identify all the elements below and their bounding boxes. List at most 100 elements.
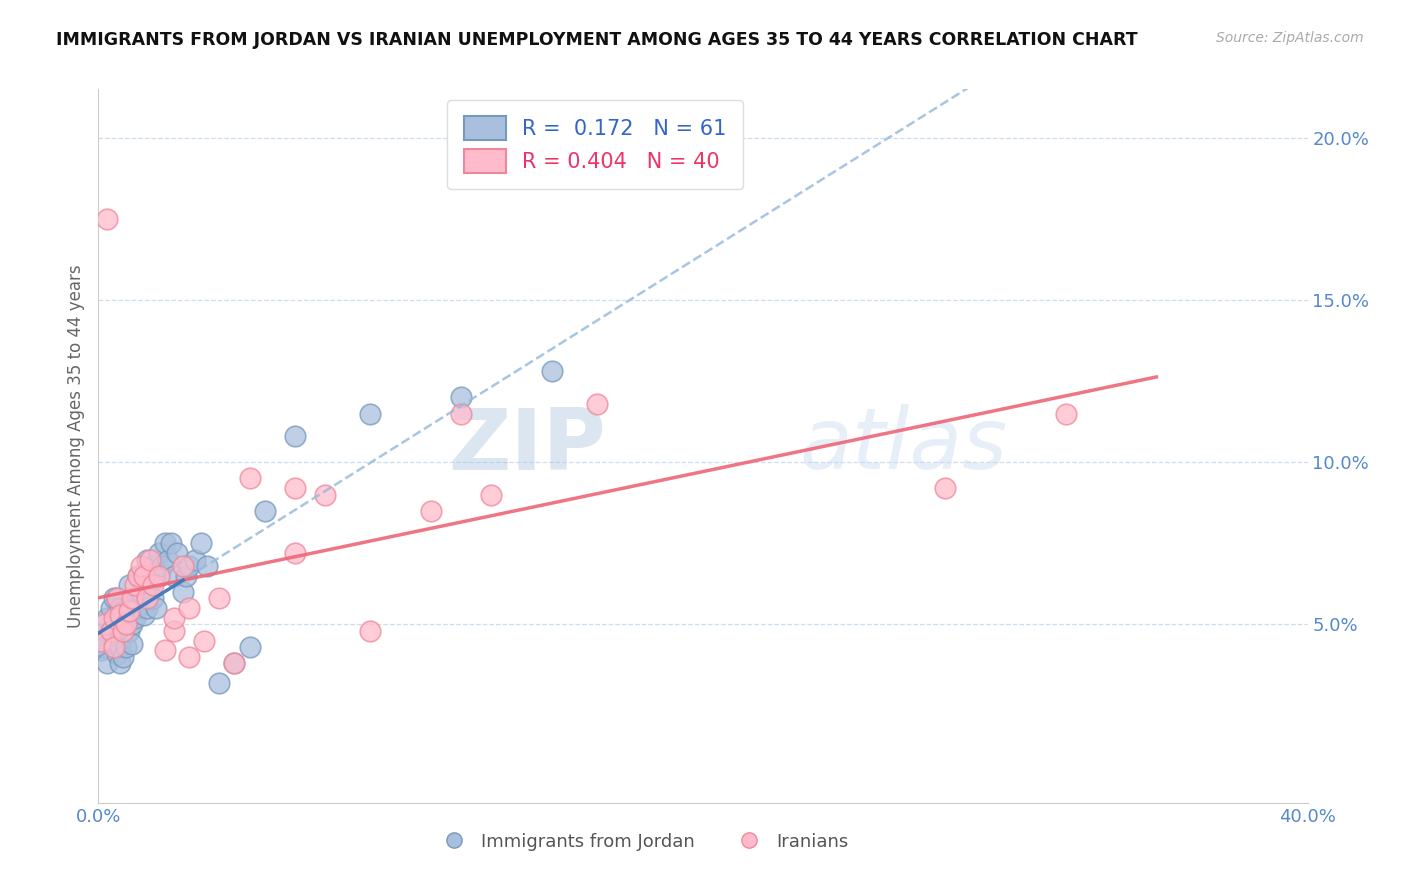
Point (253, 504, 276, 518)
Point (111, 604, 134, 618)
Point (103, 611, 125, 625)
Point (166, 546, 188, 560)
Point (124, 591, 146, 606)
Point (114, 617, 136, 632)
Text: Source: ZipAtlas.com: Source: ZipAtlas.com (1216, 31, 1364, 45)
Point (195, 559, 218, 574)
Point (132, 568, 155, 582)
Point (108, 640, 131, 654)
Point (118, 578, 141, 592)
Point (114, 640, 136, 654)
Point (163, 611, 186, 625)
Point (239, 640, 262, 654)
Point (93, 640, 115, 654)
Point (224, 657, 246, 671)
Point (96, 211, 118, 226)
Point (208, 675, 231, 690)
Point (148, 568, 170, 582)
Point (153, 643, 176, 657)
Point (284, 429, 307, 443)
Point (103, 591, 125, 606)
Point (163, 624, 186, 638)
Point (481, 488, 503, 502)
Point (163, 568, 186, 582)
Point (139, 552, 162, 566)
Point (177, 559, 201, 574)
Point (90, 633, 112, 648)
Point (96, 611, 118, 625)
Point (172, 559, 194, 574)
Point (127, 568, 149, 582)
Point (934, 481, 956, 495)
Point (284, 481, 307, 495)
Point (121, 637, 143, 651)
Point (105, 607, 128, 622)
Point (419, 504, 441, 518)
Point (100, 601, 122, 615)
Point (121, 617, 143, 632)
Point (142, 591, 165, 606)
Point (586, 397, 609, 411)
Point (148, 568, 170, 582)
Point (450, 407, 472, 421)
Point (90, 643, 112, 657)
Point (100, 624, 122, 638)
Point (239, 471, 262, 485)
Point (111, 624, 134, 638)
Text: atlas: atlas (800, 404, 1008, 488)
Point (184, 552, 207, 566)
Point (105, 591, 128, 606)
Point (135, 552, 157, 566)
Point (148, 546, 170, 560)
Point (360, 624, 382, 638)
Point (208, 591, 231, 606)
Point (142, 559, 165, 574)
Point (190, 536, 212, 550)
Point (108, 617, 131, 632)
Legend: Immigrants from Jordan, Iranians: Immigrants from Jordan, Iranians (429, 826, 856, 858)
Point (172, 585, 194, 599)
Text: IMMIGRANTS FROM JORDAN VS IRANIAN UNEMPLOYMENT AMONG AGES 35 TO 44 YEARS CORRELA: IMMIGRANTS FROM JORDAN VS IRANIAN UNEMPL… (56, 31, 1137, 49)
Point (111, 649, 134, 664)
Point (118, 601, 141, 615)
Point (118, 604, 141, 618)
Point (129, 585, 152, 599)
Point (93, 617, 115, 632)
Y-axis label: Unemployment Among Ages 35 to 44 years: Unemployment Among Ages 35 to 44 years (66, 264, 84, 628)
Point (284, 546, 307, 560)
Point (174, 568, 197, 582)
Point (193, 633, 215, 648)
Point (1054, 407, 1077, 421)
Point (105, 591, 128, 606)
Point (114, 617, 136, 632)
Point (132, 568, 155, 582)
Point (108, 607, 131, 622)
Point (360, 407, 382, 421)
Point (129, 559, 152, 574)
Point (108, 601, 131, 615)
Point (90, 627, 112, 641)
Point (103, 640, 125, 654)
Point (139, 575, 162, 590)
Point (111, 624, 134, 638)
Point (153, 536, 176, 550)
Text: ZIP: ZIP (449, 404, 606, 488)
Point (450, 390, 472, 404)
Point (127, 601, 149, 615)
Point (540, 364, 562, 378)
Point (132, 607, 155, 622)
Point (314, 488, 336, 502)
Point (108, 657, 131, 671)
Point (160, 536, 183, 550)
Point (142, 578, 165, 592)
Point (121, 591, 143, 606)
Point (103, 637, 125, 651)
Point (135, 591, 157, 606)
Point (224, 657, 246, 671)
Point (145, 601, 167, 615)
Point (96, 657, 118, 671)
Point (156, 552, 179, 566)
Point (150, 559, 173, 574)
Point (135, 601, 157, 615)
Point (118, 624, 141, 638)
